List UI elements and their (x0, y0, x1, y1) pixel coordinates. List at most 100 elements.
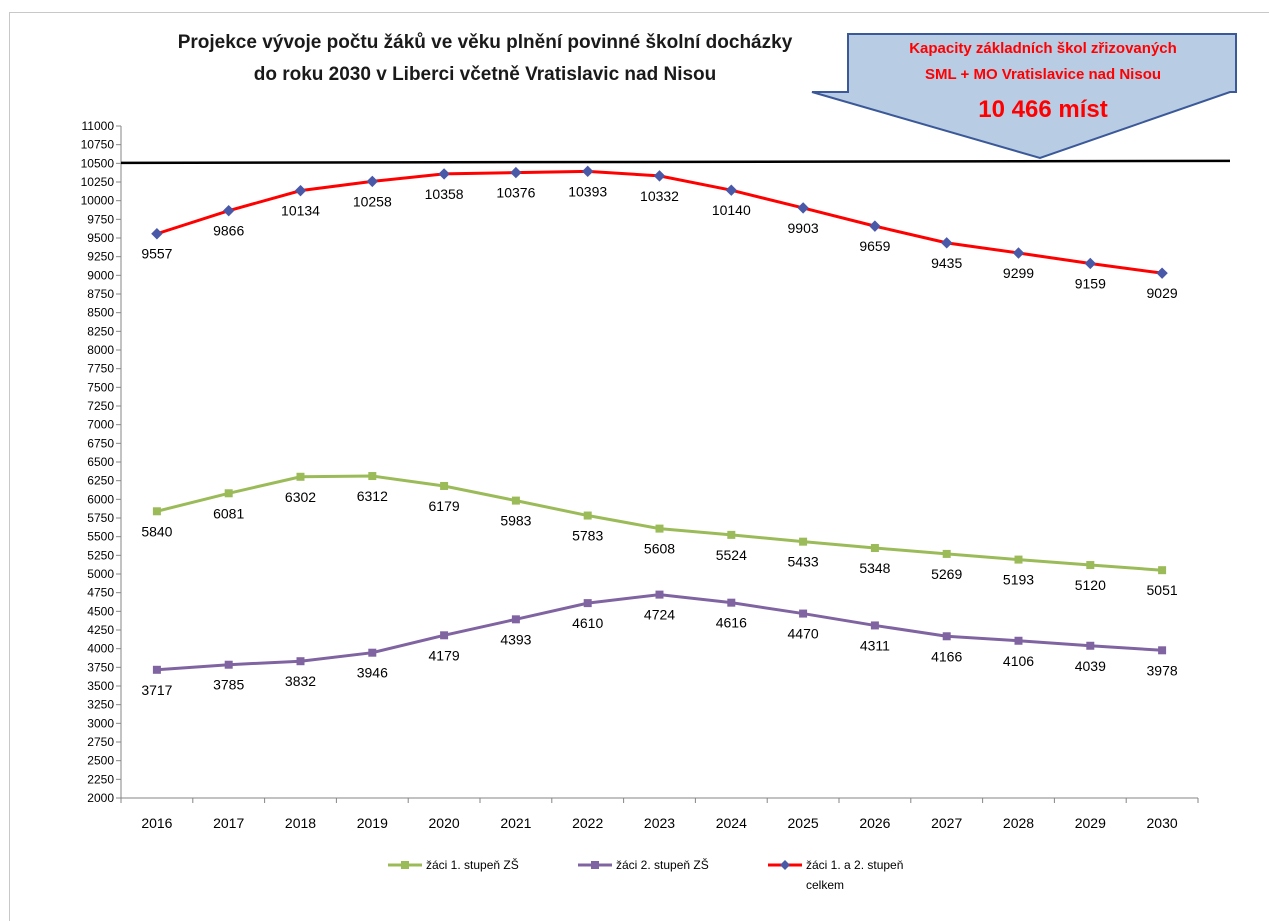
y-tick-label: 10000 (81, 194, 115, 208)
series-3-point (869, 220, 881, 232)
series-3-data-label: 9659 (859, 238, 890, 254)
axes: 2000 2250 2500 2750 3000 3250 3500 3750 4000 4250… (81, 119, 1199, 831)
series-3-point (797, 202, 809, 214)
y-tick-label: 5000 (87, 567, 114, 581)
series-2-point (224, 660, 233, 669)
y-tick-label: 9000 (87, 268, 114, 282)
x-tick-label: 2028 (1003, 815, 1034, 831)
y-tick-label: 3250 (87, 698, 114, 712)
series-1-data-label: 5433 (788, 554, 819, 570)
capacity-callout-value: 10 466 míst (978, 96, 1108, 123)
series-2-point (1086, 641, 1095, 650)
data-labels: 5840 6081 6302 6312 6179 5983 5783 5608 5524 5433… (141, 183, 1178, 697)
series-3-point (151, 228, 163, 240)
series-3-data-label: 9299 (1003, 265, 1034, 281)
series-1-data-label: 6179 (429, 498, 460, 514)
y-tick-label: 7250 (87, 399, 114, 413)
series-3-data-label: 10134 (281, 203, 320, 219)
x-tick-label: 2018 (285, 815, 316, 831)
series-3-data-label: 10358 (425, 186, 464, 202)
series-3-point (581, 165, 594, 178)
series-1-data-label: 6302 (285, 489, 316, 505)
series-1-point (296, 472, 305, 481)
legend-label-3-line-2: celkem (806, 878, 844, 892)
series-2-point (727, 598, 736, 607)
series-2-point (1014, 636, 1023, 645)
series-3-data-label: 10376 (496, 185, 535, 201)
legend-label-3-line-1: žáci 1. a 2. stupeň (806, 858, 903, 872)
series-1-point (511, 496, 520, 505)
series-1-data-label: 5193 (1003, 572, 1034, 588)
series-1-point (942, 549, 951, 558)
series-2-point (511, 615, 520, 624)
series-2-data-label: 4179 (429, 647, 460, 663)
chart-frame (9, 12, 1269, 921)
capacity-line (120, 159, 1231, 165)
y-tick-label: 6500 (87, 455, 114, 469)
series-3-data-label: 10140 (712, 202, 751, 218)
y-tick-label: 9250 (87, 250, 114, 264)
x-tick-label: 2020 (429, 815, 460, 831)
y-tick-label: 10750 (81, 138, 115, 152)
series-1-data-label: 5348 (859, 560, 890, 576)
series-1-point (1014, 555, 1023, 564)
y-tick-label: 5250 (87, 548, 114, 562)
x-tick-label: 2021 (500, 815, 531, 831)
y-tick-label: 8250 (87, 324, 114, 338)
series-1-data-label: 5269 (931, 566, 962, 582)
y-tick-label: 2750 (87, 735, 114, 749)
series-2-data-label: 4106 (1003, 653, 1034, 669)
series-2-data-label: 4166 (931, 648, 962, 664)
y-tick-label: 3500 (87, 679, 114, 693)
y-tick-label: 8000 (87, 343, 114, 357)
legend: žáci 1. stupeň ZŠ žáci 2. stupeň ZŠ žáci 1… (388, 857, 903, 892)
capacity-callout-line-1: Kapacity základních škol zřizovaných (909, 40, 1177, 57)
series-1-point (727, 530, 736, 539)
series-3-data-label: 9435 (931, 255, 962, 271)
y-tick-label: 2500 (87, 754, 114, 768)
series-1-data-label: 5783 (572, 528, 603, 544)
y-tick-label: 11000 (82, 119, 115, 133)
series-2-point (799, 609, 808, 618)
series-2-data-label: 4311 (860, 637, 890, 653)
series-1-data-label: 6312 (357, 488, 388, 504)
series-1-data-label: 5120 (1075, 577, 1106, 593)
x-tick-label: 2030 (1147, 815, 1178, 831)
y-tick-label: 2000 (87, 791, 114, 805)
y-tick-label: 8500 (87, 306, 114, 320)
series-3-point (1084, 257, 1097, 270)
y-tick-label: 4000 (87, 642, 114, 656)
series-3-point (366, 175, 379, 188)
capacity-callout-arrow (811, 33, 1237, 160)
x-tick-label: 2025 (788, 815, 819, 831)
y-tick-label: 5750 (87, 511, 114, 525)
series-1-data-label: 5051 (1147, 582, 1178, 598)
series-2-data-label: 3978 (1147, 662, 1178, 678)
legend-marker-1 (401, 861, 409, 869)
series-3-data-label: 10258 (353, 193, 392, 209)
series-layer (151, 165, 1168, 674)
y-tick-label: 10250 (81, 175, 115, 189)
series-2-data-label: 4393 (500, 631, 531, 647)
y-tick-label: 8750 (87, 287, 114, 301)
y-tick-label: 3000 (87, 716, 114, 730)
series-1-data-label: 5608 (644, 541, 675, 557)
series-1-data-label: 6081 (213, 505, 244, 521)
y-tick-label: 6000 (87, 492, 114, 506)
series-1-data-label: 5840 (141, 523, 172, 539)
series-3-data-label: 9903 (788, 220, 819, 236)
series-1-point (1158, 566, 1167, 575)
series-2-data-label: 3946 (357, 665, 388, 681)
series-2-point (942, 632, 951, 641)
series-1-point (440, 481, 449, 490)
y-tick-label: 7750 (87, 362, 114, 376)
x-tick-label: 2026 (859, 815, 890, 831)
x-tick-label: 2024 (716, 815, 747, 831)
series-1-data-label: 5524 (716, 547, 747, 563)
legend-label-2: žáci 2. stupeň ZŠ (616, 857, 709, 872)
y-tick-label: 9750 (87, 212, 114, 226)
series-2-data-label: 4610 (572, 615, 603, 631)
y-tick-label: 5500 (87, 530, 114, 544)
series-1-point (224, 489, 233, 498)
y-tick-label: 6250 (87, 474, 114, 488)
